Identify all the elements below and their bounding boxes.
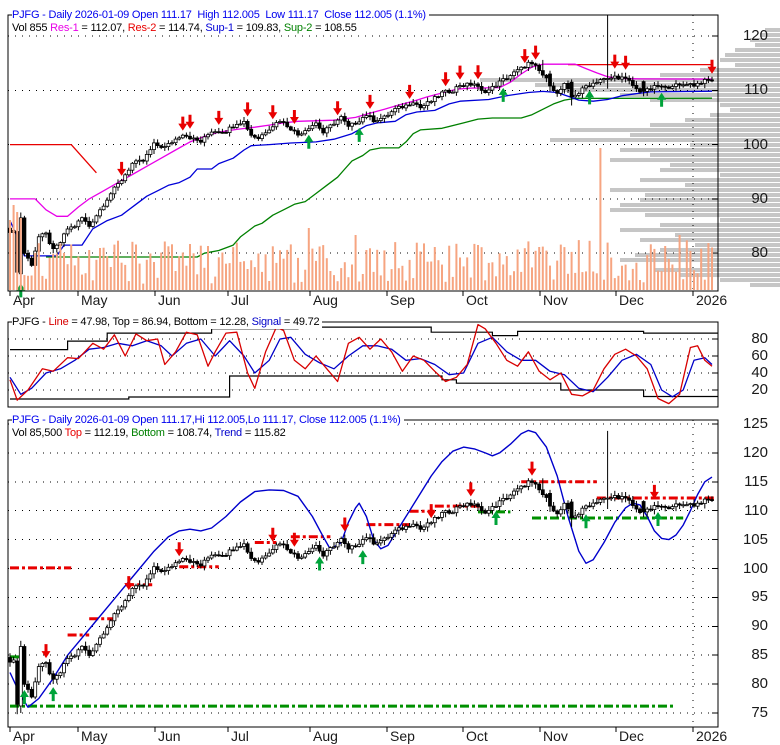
legend-text: Vol 855 [12, 22, 51, 34]
legend-text: PJFG - [12, 316, 49, 328]
panel2-oscillator-chart [7, 321, 719, 408]
legend-text: Trend [214, 427, 243, 439]
legend-text: Vol 85,500 [12, 427, 65, 439]
panel3-title: PJFG - Daily 2026-01-09 Open 111.17,Hi 1… [12, 414, 404, 427]
legend-text: = 108.55 [312, 22, 357, 34]
legend-text: Top [64, 427, 82, 439]
legend-text: = 49.72 [281, 316, 320, 328]
panel2-legend: PJFG - Line = 47.98, Top = 86.94, Bottom… [12, 316, 323, 329]
legend-text: Sup-2 [283, 22, 313, 34]
legend-text: = 114.74, [156, 22, 206, 34]
panel1-volume-bars [9, 148, 713, 290]
legend-text: = 47.98, Top = 86.94, Bottom = 12.28, [68, 316, 252, 328]
legend-text: = 112.19, [81, 427, 132, 439]
legend-text: Bottom [131, 427, 165, 439]
panel3-price-chart [7, 419, 719, 732]
legend-text: Line [48, 316, 69, 328]
legend-text: Res-2 [127, 22, 157, 34]
volume-profile [480, 28, 780, 287]
legend-text: Sup-1 [205, 22, 234, 34]
legend-text: Res-1 [50, 22, 79, 34]
legend-text: = 109.83, [233, 22, 284, 34]
legend-text: Signal [251, 316, 282, 328]
panel1-legend: Vol 855 Res-1 = 112.07, Res-2 = 114.74, … [12, 22, 360, 35]
legend-text: = 108.74, [164, 427, 215, 439]
panel1-title: PJFG - Daily 2026-01-09 Open 111.17 High… [12, 9, 429, 22]
legend-text: = 115.82 [241, 427, 286, 439]
legend-text: = 112.07, [78, 22, 128, 34]
panel3-legend: Vol 85,500 Top = 112.19, Bottom = 108.74… [12, 427, 289, 440]
